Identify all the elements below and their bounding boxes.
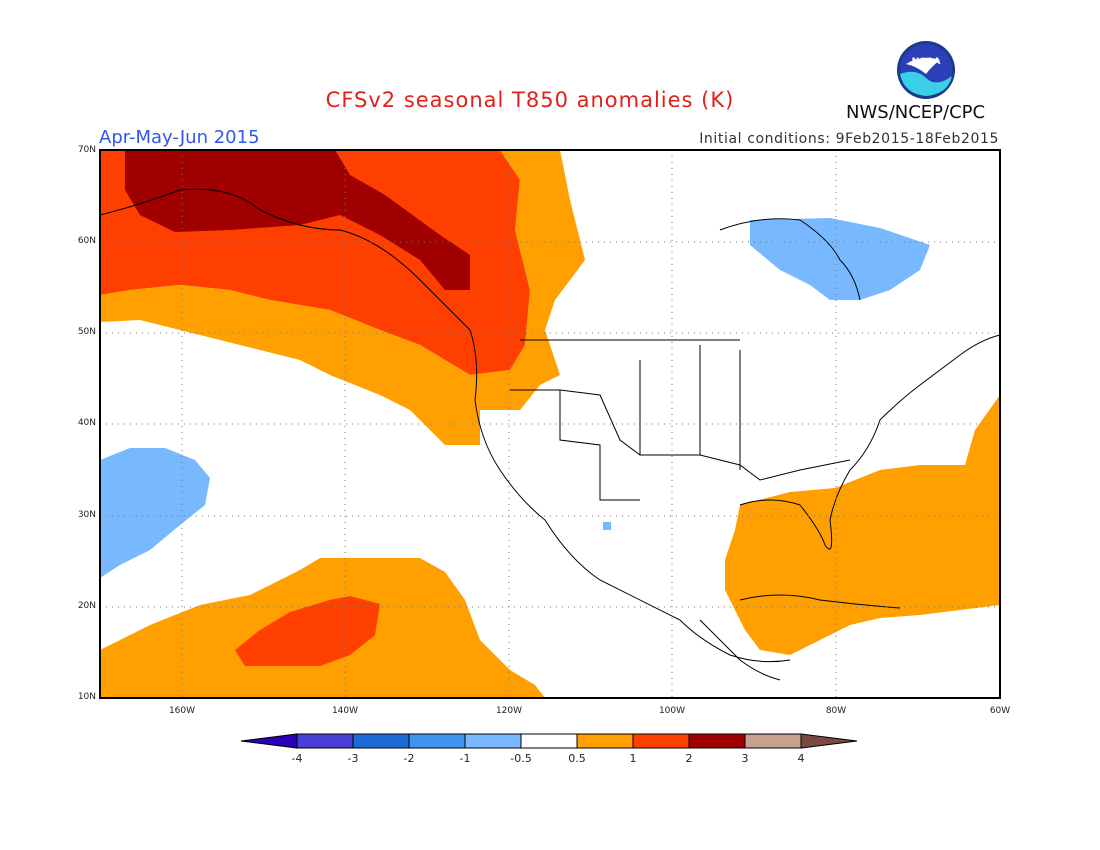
colorbar-cell xyxy=(688,733,746,749)
region-subtropical-pacific-core xyxy=(235,596,380,666)
colorbar-cell xyxy=(576,733,634,749)
colorbar-cell xyxy=(520,733,578,749)
colorbar-label: 4 xyxy=(797,752,805,765)
colorbar-cell xyxy=(408,733,466,749)
region-gulf-atlantic xyxy=(725,395,1000,655)
colorbar-arrow-right xyxy=(800,733,858,749)
lon-label: 160W xyxy=(168,706,196,716)
colorbar-label: -3 xyxy=(347,752,359,765)
lat-label: 20N xyxy=(77,601,96,611)
noaa-logo-icon: NOAA xyxy=(897,41,955,99)
lat-label: 50N xyxy=(77,327,96,337)
map-frame xyxy=(99,149,1001,699)
initial-conditions: Initial conditions: 9Feb2015-18Feb2015 xyxy=(699,131,999,147)
colorbar-label: -2 xyxy=(403,752,415,765)
chart-title: CFSv2 seasonal T850 anomalies (K) xyxy=(325,88,735,112)
colorbar-arrow-left xyxy=(240,733,298,749)
lon-label: 120W xyxy=(495,706,523,716)
colorbar-label: 1 xyxy=(629,752,637,765)
colorbar-label: 2 xyxy=(685,752,693,765)
colorbar-label: -1 xyxy=(459,752,471,765)
colorbar-label: 0.5 xyxy=(568,752,586,765)
colorbar-label: -4 xyxy=(291,752,303,765)
colorbar-cell xyxy=(464,733,522,749)
forecast-period: Apr-May-Jun 2015 xyxy=(99,127,260,148)
lon-label: 140W xyxy=(331,706,359,716)
colorbar-cell xyxy=(352,733,410,749)
agency-label: NWS/NCEP/CPC xyxy=(846,102,986,123)
lat-label: 30N xyxy=(77,510,96,520)
lat-label: 60N xyxy=(77,236,96,246)
region-northeast-pacific-margin xyxy=(100,150,585,445)
region-small-cool xyxy=(603,522,611,530)
lat-label: 40N xyxy=(77,418,96,428)
lat-label: 10N xyxy=(77,692,96,702)
svg-text:NOAA: NOAA xyxy=(912,57,941,67)
colorbar-label: 3 xyxy=(741,752,749,765)
region-alaska-core xyxy=(125,150,470,290)
colorbar-cell xyxy=(296,733,354,749)
colorbar-cell xyxy=(632,733,690,749)
lon-label: 80W xyxy=(825,706,847,716)
colorbar-label: -0.5 xyxy=(510,752,532,765)
lon-label: 60W xyxy=(989,706,1011,716)
lat-label: 70N xyxy=(77,145,96,155)
lon-label: 100W xyxy=(658,706,686,716)
colorbar-cell xyxy=(744,733,802,749)
